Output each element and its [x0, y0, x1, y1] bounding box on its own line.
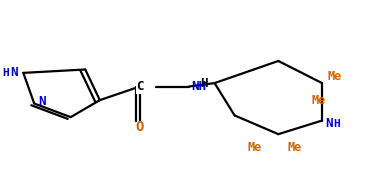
Text: N: N	[10, 66, 18, 79]
Text: Me: Me	[328, 70, 342, 83]
Text: H: H	[200, 77, 207, 90]
Text: Me: Me	[287, 141, 302, 154]
Text: N: N	[38, 95, 46, 108]
Text: Me: Me	[248, 141, 262, 154]
Text: H: H	[333, 119, 340, 129]
Text: NH: NH	[191, 80, 206, 93]
Text: Me: Me	[311, 94, 325, 107]
Text: O: O	[136, 120, 144, 134]
Text: N: N	[326, 117, 333, 130]
Text: C: C	[136, 80, 144, 93]
Text: H: H	[3, 68, 10, 78]
